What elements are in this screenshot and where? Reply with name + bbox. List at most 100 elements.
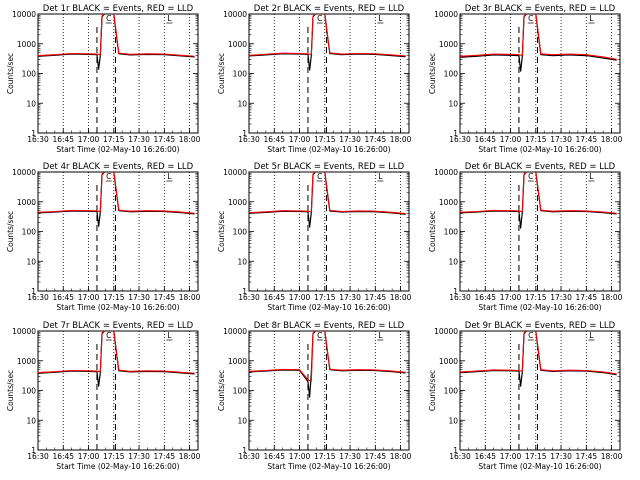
x-tick-label: 17:45	[154, 293, 176, 302]
chart-panel-3: Det 3r BLACK = Events, RED = LLD 1 10 100 10…	[428, 4, 623, 154]
y-tick-label: 10	[237, 257, 247, 266]
flag-c-marker: C	[106, 14, 111, 23]
series-line-lld	[249, 14, 406, 57]
series-line-lld	[460, 172, 617, 214]
y-tick-label: 1	[242, 446, 247, 455]
y-axis-label: Counts/sec	[428, 211, 437, 252]
y-tick-label: 100	[22, 228, 37, 237]
x-tick-label: 17:00	[500, 452, 522, 461]
x-axis-label: Start Time (02-May-10 16:26:00)	[267, 303, 390, 312]
x-axis-label: Start Time (02-May-10 16:26:00)	[56, 303, 179, 312]
y-tick-label: 10	[26, 99, 36, 108]
y-tick-label: 10000	[12, 168, 36, 177]
chart-title: Det 2r BLACK = Events, RED = LLD	[254, 4, 405, 14]
y-tick-label: 100	[233, 70, 248, 79]
series-line-lld	[38, 331, 195, 374]
x-tick-label: 17:30	[128, 135, 150, 144]
x-tick-label: 17:00	[500, 293, 522, 302]
x-tick-label: 17:30	[550, 293, 572, 302]
x-tick-label: 17:00	[78, 293, 100, 302]
y-tick-label: 10000	[12, 10, 36, 19]
x-tick-label: 17:30	[339, 135, 361, 144]
x-tick-label: 17:00	[78, 135, 100, 144]
y-tick-label: 10	[448, 257, 458, 266]
x-tick-label: 17:15	[314, 452, 336, 461]
x-tick-label: 17:15	[525, 293, 547, 302]
x-tick-label: 17:30	[128, 293, 150, 302]
y-axis-label: Counts/sec	[6, 53, 15, 94]
y-tick-label: 1000	[228, 40, 247, 49]
x-tick-label: 16:45	[474, 135, 496, 144]
x-tick-label: 17:00	[500, 135, 522, 144]
x-tick-label: 17:45	[576, 293, 598, 302]
chart-title: Det 4r BLACK = Events, RED = LLD	[43, 162, 194, 172]
plot-frame	[37, 13, 199, 134]
chart-panel-9: Det 9r BLACK = Events, RED = LLD 1 10 100 10…	[428, 321, 623, 471]
y-tick-label: 100	[444, 70, 459, 79]
y-tick-label: 100	[233, 228, 248, 237]
y-tick-label: 1	[453, 129, 458, 138]
chart-title: Det 9r BLACK = Events, RED = LLD	[465, 321, 616, 331]
x-tick-label: 18:00	[601, 135, 623, 144]
flag-c-marker: C	[528, 14, 533, 23]
x-axis-label: Start Time (02-May-10 16:26:00)	[478, 462, 601, 471]
y-axis-label: Counts/sec	[217, 53, 226, 94]
y-tick-label: 10000	[434, 10, 458, 19]
series-line-lld	[460, 331, 617, 375]
x-tick-label: 16:30	[449, 293, 471, 302]
x-tick-label: 17:45	[365, 293, 387, 302]
y-tick-label: 10000	[434, 327, 458, 336]
y-tick-label: 100	[444, 228, 459, 237]
plot-frame	[459, 171, 621, 292]
x-tick-label: 16:30	[238, 135, 260, 144]
x-axis-label: Start Time (02-May-10 16:26:00)	[56, 462, 179, 471]
x-tick-label: 18:00	[601, 452, 623, 461]
x-tick-label: 17:00	[289, 452, 311, 461]
y-tick-label: 1	[31, 129, 36, 138]
y-tick-label: 100	[444, 387, 459, 396]
x-tick-label: 16:30	[449, 135, 471, 144]
series-line-lld	[249, 331, 406, 383]
y-tick-label: 10	[448, 99, 458, 108]
chart-title: Det 5r BLACK = Events, RED = LLD	[254, 162, 405, 172]
series-line-events	[249, 14, 406, 71]
x-tick-label: 16:30	[27, 293, 49, 302]
chart-panel-2: Det 2r BLACK = Events, RED = LLD 1 10 100 10…	[217, 4, 412, 154]
y-tick-label: 10	[237, 416, 247, 425]
x-tick-label: 17:30	[550, 452, 572, 461]
x-tick-label: 16:30	[27, 135, 49, 144]
y-tick-label: 100	[22, 387, 37, 396]
y-tick-label: 1	[242, 129, 247, 138]
x-tick-label: 16:45	[263, 452, 285, 461]
series-line-events	[38, 14, 195, 70]
x-tick-label: 18:00	[179, 293, 201, 302]
x-tick-label: 17:30	[339, 452, 361, 461]
x-axis-label: Start Time (02-May-10 16:26:00)	[478, 145, 601, 154]
x-tick-label: 17:45	[365, 452, 387, 461]
chart-panel-5: Det 5r BLACK = Events, RED = LLD 1 10 100 10…	[217, 162, 412, 312]
x-axis-label: Start Time (02-May-10 16:26:00)	[267, 145, 390, 154]
series-line-events	[38, 331, 195, 387]
chart-title: Det 8r BLACK = Events, RED = LLD	[254, 321, 405, 331]
x-tick-label: 16:45	[52, 135, 74, 144]
x-axis-label: Start Time (02-May-10 16:26:00)	[56, 145, 179, 154]
x-tick-label: 17:45	[365, 135, 387, 144]
y-tick-label: 10000	[223, 327, 247, 336]
x-tick-label: 17:00	[78, 452, 100, 461]
series-line-lld	[38, 172, 195, 214]
x-tick-label: 17:15	[525, 135, 547, 144]
flag-c-marker: C	[528, 331, 533, 340]
chart-title: Det 7r BLACK = Events, RED = LLD	[43, 321, 194, 331]
y-tick-label: 100	[22, 70, 37, 79]
chart-panel-8: Det 8r BLACK = Events, RED = LLD 1 10 100 10…	[217, 321, 412, 471]
x-tick-label: 17:15	[314, 135, 336, 144]
y-tick-label: 10000	[223, 168, 247, 177]
y-tick-label: 1000	[17, 357, 36, 366]
x-tick-label: 17:45	[154, 135, 176, 144]
plot-frame	[248, 330, 410, 451]
y-tick-label: 1	[31, 287, 36, 296]
x-tick-label: 16:30	[238, 293, 260, 302]
flag-l-marker: L	[378, 172, 383, 181]
chart-panel-6: Det 6r BLACK = Events, RED = LLD 1 10 100 10…	[428, 162, 623, 312]
